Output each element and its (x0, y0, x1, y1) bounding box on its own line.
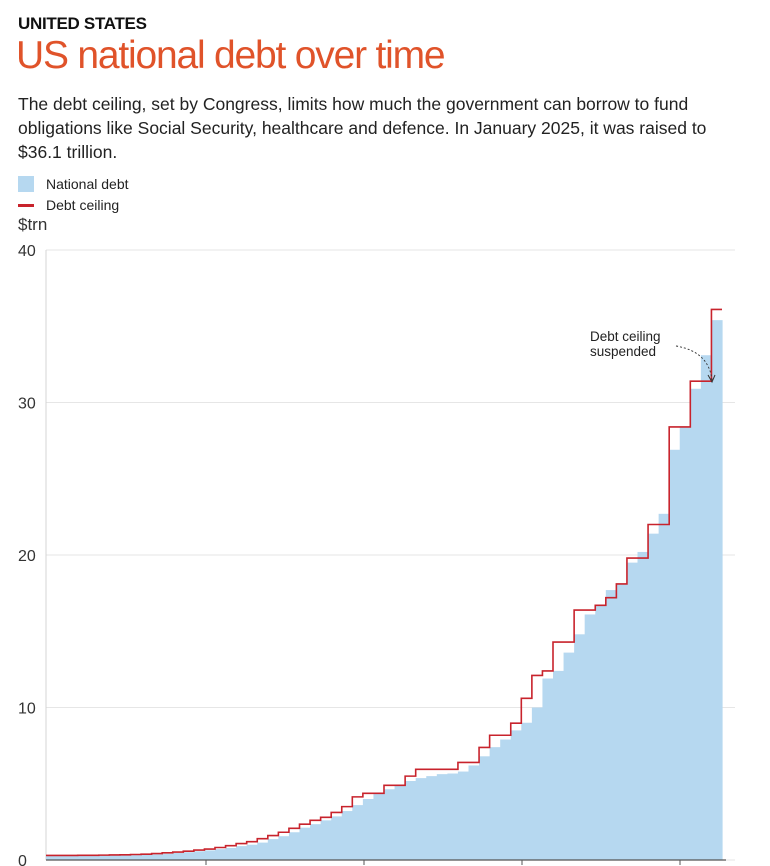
debt-bar (236, 846, 248, 860)
debt-bar (457, 771, 470, 860)
debt-bar (447, 773, 459, 860)
debt-bar (288, 832, 301, 860)
chart-subtitle: The debt ceiling, set by Congress, limit… (18, 94, 707, 162)
debt-bar (77, 855, 89, 860)
debt-bar (669, 449, 681, 860)
y-tick-label: 20 (18, 548, 36, 565)
chart-title: US national debt over time (16, 34, 446, 77)
debt-bar (204, 850, 216, 860)
debt-bar (320, 820, 332, 860)
annotation-arrowhead (707, 374, 716, 384)
annotation-line-2: suspended (590, 344, 656, 359)
debt-bar (109, 855, 121, 860)
y-tick-label: 10 (18, 701, 36, 718)
debt-bar (172, 852, 184, 860)
debt-bar (162, 853, 174, 860)
national-debt-swatch (18, 176, 34, 192)
debt-bar (56, 855, 68, 860)
debt-bar (299, 827, 311, 860)
debt-chart: 0 10 20 30 40 Debt ceiling suspended (18, 243, 735, 866)
y-tick-label: 40 (18, 243, 36, 260)
debt-bar (711, 320, 723, 860)
legend-item-debt-ceiling: Debt ceiling (18, 197, 119, 213)
debt-bar (605, 590, 617, 860)
y-axis-unit-label: $trn (18, 215, 48, 234)
debt-bar (648, 533, 660, 860)
debt-bar (183, 852, 195, 860)
debt-bar (584, 614, 596, 860)
debt-bar (373, 793, 385, 860)
annotation: Debt ceiling suspended (590, 329, 716, 384)
debt-bar (690, 388, 702, 860)
legend-item-national-debt: National debt (18, 176, 129, 192)
debt-bar (46, 855, 58, 860)
kicker: UNITED STATES (18, 14, 147, 33)
y-tick-label: 0 (18, 853, 27, 866)
debt-ceiling-line (46, 308, 722, 857)
debt-bar (341, 811, 353, 860)
debt-bar (531, 707, 544, 860)
debt-bar (119, 855, 132, 860)
debt-bar (542, 678, 554, 860)
annotation-line-1: Debt ceiling (590, 329, 661, 344)
debt-bar (436, 774, 448, 860)
debt-bar (500, 739, 512, 860)
debt-bar (405, 781, 417, 860)
debt-bar (574, 634, 586, 860)
debt-bar (130, 855, 142, 860)
debt-bar (510, 730, 522, 860)
debt-bar (278, 836, 290, 860)
debt-bar (67, 855, 79, 860)
debt-bar (626, 562, 639, 860)
debt-bar (225, 847, 237, 860)
debt-ceiling-swatch (18, 203, 34, 207)
debt-bar (563, 652, 575, 860)
debt-bar (553, 670, 565, 860)
debt-bar (352, 805, 364, 860)
debt-bar (267, 839, 279, 860)
national-debt-area (46, 320, 723, 860)
debt-bar (521, 722, 533, 860)
debt-bar (98, 855, 110, 860)
debt-bar (215, 849, 227, 860)
debt-bar (362, 799, 375, 860)
debt-bar (700, 355, 713, 860)
debt-bar (151, 854, 163, 860)
debt-bar (394, 784, 406, 860)
debt-bar (331, 816, 343, 860)
debt-bar (426, 776, 438, 860)
y-tick-label: 30 (18, 396, 36, 413)
debt-bar (88, 855, 100, 860)
debt-bar (141, 854, 153, 860)
x-axis (46, 859, 726, 865)
debt-bar (489, 747, 501, 860)
debt-bar (415, 778, 427, 860)
debt-bar (616, 583, 628, 860)
y-axis-ticks: 0 10 20 30 40 (18, 243, 36, 866)
debt-bar (193, 851, 206, 860)
annotation-arrow (675, 345, 713, 381)
debt-bar (310, 824, 322, 860)
debt-bar (384, 789, 396, 860)
legend-label-debt-ceiling: Debt ceiling (46, 197, 120, 213)
debt-bar (658, 513, 670, 860)
debt-bar (595, 605, 607, 860)
debt-bar (257, 842, 269, 860)
legend-label-national-debt: National debt (46, 176, 129, 192)
debt-bar (479, 756, 491, 860)
debt-bar (637, 551, 649, 860)
debt-bar (246, 844, 258, 860)
debt-bar (679, 426, 691, 860)
debt-bar (468, 765, 480, 860)
